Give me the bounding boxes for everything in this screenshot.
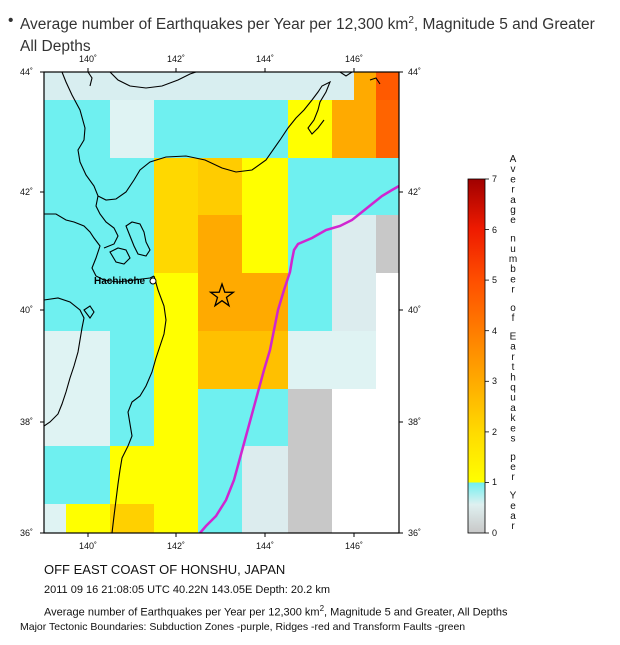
- colorbar-label-char: n: [510, 234, 516, 245]
- colorbar-label-char: r: [511, 185, 515, 196]
- colorbar-label-char: e: [510, 462, 516, 473]
- subduction-zone-boundary: [199, 184, 399, 533]
- colorbar-label-char: e: [510, 274, 516, 285]
- lat-left-38: 38˚: [20, 417, 33, 427]
- colorbar-label-char: a: [510, 403, 516, 414]
- star-icon: [208, 281, 236, 308]
- colorbar-tick-0: 0: [492, 528, 497, 538]
- lat-left-36: 36˚: [20, 528, 33, 538]
- colorbar-label-char: a: [510, 342, 516, 353]
- title-text: Average number of Earthquakes per Year p…: [20, 16, 409, 34]
- colorbar-gradient: [467, 178, 486, 534]
- colorbar-tick-6: 6: [492, 225, 497, 235]
- colorbar-tick-1: 1: [492, 477, 497, 487]
- colorbar-label-char: r: [511, 521, 515, 532]
- map-caption: Average number of Earthquakes per Year p…: [44, 604, 508, 619]
- lon-top-144: 144˚: [256, 54, 274, 64]
- map-frame: [43, 71, 400, 534]
- colorbar-label-char: f: [512, 313, 515, 324]
- tectonic-boundaries-note: Major Tectonic Boundaries: Subduction Zo…: [20, 621, 466, 633]
- lat-right-36: 36˚: [408, 528, 421, 538]
- colorbar-label-char: u: [510, 244, 516, 255]
- lon-bottom-140: 140˚: [79, 541, 97, 551]
- lon-bottom-144: 144˚: [256, 541, 274, 551]
- lon-top-146: 146˚: [345, 54, 363, 64]
- colorbar-label-char: e: [510, 423, 516, 434]
- colorbar-label-char: q: [510, 382, 516, 393]
- lat-labels: 44˚ 42˚ 40˚ 38˚ 36˚ 44˚ 42˚ 40˚ 38˚ 36˚: [20, 67, 421, 538]
- colorbar-label-char: e: [510, 501, 516, 512]
- colorbar-tick-7: 7: [492, 174, 497, 184]
- colorbar-label-char: e: [510, 215, 516, 226]
- page-title: • Average number of Earthquakes per Year…: [8, 10, 608, 58]
- tick-marks: [40, 68, 403, 537]
- lat-right-38: 38˚: [408, 417, 421, 427]
- colorbar-label-char: p: [510, 452, 516, 463]
- colorbar-label-char: r: [511, 472, 515, 483]
- hachinohe-marker: [149, 277, 157, 285]
- lat-left-40: 40˚: [20, 305, 33, 315]
- colorbar-label-char: u: [510, 393, 516, 404]
- colorbar-label-char: v: [511, 164, 516, 175]
- hachinohe-label: Hachinohe: [94, 276, 146, 287]
- heatmap-grid: [44, 72, 399, 533]
- colorbar-label-char: a: [510, 511, 516, 522]
- lon-labels: 140˚ 142˚ 144˚ 146˚ 140˚ 142˚ 144˚ 146˚: [79, 54, 363, 551]
- colorbar-label-char: k: [511, 413, 517, 424]
- colorbar-label-char: o: [510, 303, 516, 314]
- region-name: OFF EAST COAST OF HONSHU, JAPAN: [44, 562, 286, 577]
- colorbar-label-char: e: [510, 174, 516, 185]
- colorbar: 0 1 2 3 4 5 6 7 AveragenumberofEarthquak…: [467, 154, 517, 538]
- caption-text: Average number of Earthquakes per Year p…: [44, 606, 320, 619]
- colorbar-tick-5: 5: [492, 275, 497, 285]
- colorbar-label-char: s: [511, 433, 516, 444]
- colorbar-label-char: m: [509, 254, 517, 265]
- lat-left-42: 42˚: [20, 187, 33, 197]
- lat-right-44: 44˚: [408, 67, 421, 77]
- coastlines: [44, 72, 381, 533]
- colorbar-label-char: g: [510, 205, 516, 216]
- title-bullet: •: [8, 12, 14, 29]
- lon-top-142: 142˚: [167, 54, 185, 64]
- lat-right-42: 42˚: [408, 187, 421, 197]
- caption-text-tail: , Magnitude 5 and Greater, All Depths: [324, 606, 508, 619]
- colorbar-tick-2: 2: [492, 427, 497, 437]
- colorbar-label-char: Y: [510, 491, 517, 502]
- colorbar-label-char: A: [510, 154, 517, 165]
- lat-left-44: 44˚: [20, 67, 33, 77]
- event-details: 2011 09 16 21:08:05 UTC 40.22N 143.05E D…: [44, 584, 330, 596]
- caption-superscript: 2: [319, 604, 325, 613]
- title-text-tail: , Magnitude 5 and Greater: [413, 16, 595, 34]
- colorbar-label-char: E: [510, 331, 517, 342]
- colorbar-label-char: r: [511, 352, 515, 363]
- colorbar-tick-4: 4: [492, 326, 497, 336]
- lon-top-140: 140˚: [79, 54, 97, 64]
- colorbar-label-char: r: [511, 285, 515, 296]
- title-line-2: All Depths: [20, 38, 91, 56]
- colorbar-tick-3: 3: [492, 376, 497, 386]
- title-superscript: 2: [408, 15, 414, 26]
- lon-bottom-146: 146˚: [345, 541, 363, 551]
- colorbar-label-char: h: [510, 372, 516, 383]
- colorbar-label-char: a: [510, 195, 516, 206]
- colorbar-label-char: t: [512, 362, 515, 373]
- lon-bottom-142: 142˚: [167, 541, 185, 551]
- lat-right-40: 40˚: [408, 305, 421, 315]
- colorbar-label-char: b: [510, 264, 516, 275]
